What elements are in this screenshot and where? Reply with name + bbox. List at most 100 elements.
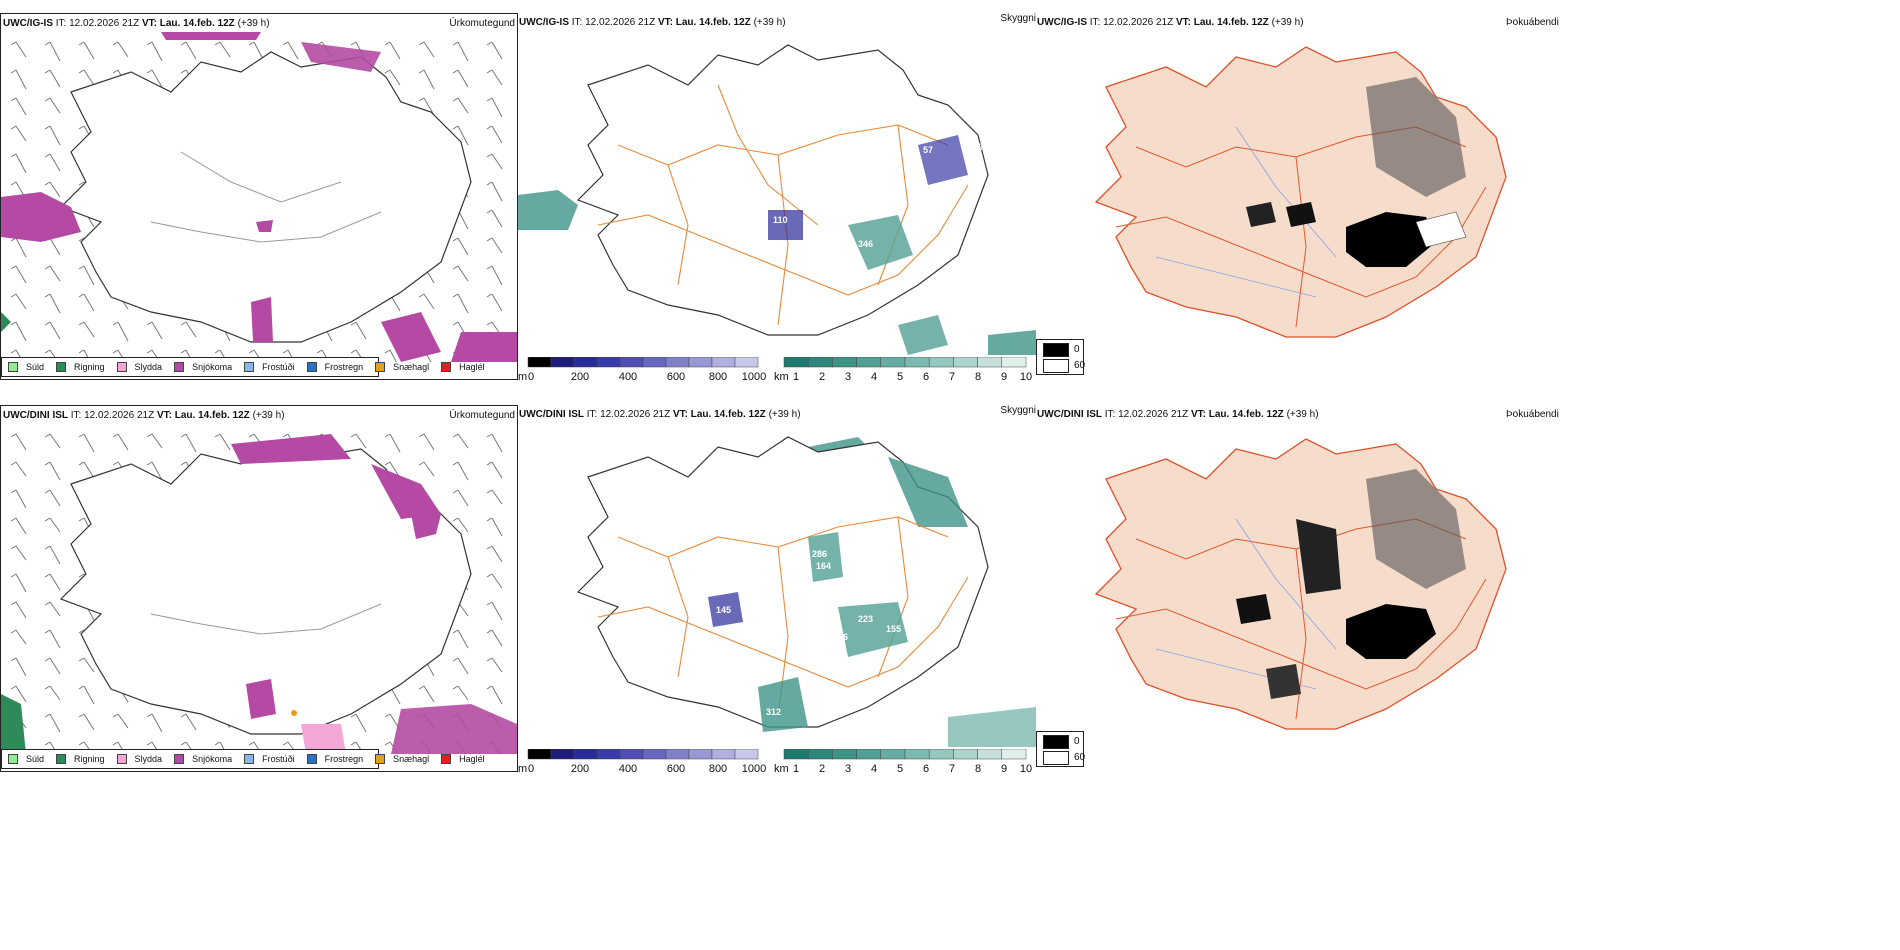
legend-swatch [375, 754, 386, 764]
wind-barb [452, 489, 469, 507]
colorbar-tick: 400 [618, 371, 638, 380]
panel-header: UWC/IG-IS IT: 12.02.2026 21Z VT: Lau. 14… [519, 17, 786, 28]
wind-barb [486, 181, 503, 202]
visibility-colorbar: km 1 2 3 4 5 6 7 8 9 10 [774, 749, 1036, 772]
wind-barb [384, 349, 397, 362]
wind-barb [10, 629, 27, 645]
wind-barb [452, 685, 469, 701]
wind-barb [486, 153, 503, 170]
roads [597, 516, 969, 718]
wind-barb [486, 69, 503, 86]
wind-barb [452, 629, 469, 649]
fog-legend-label: 60 [1074, 360, 1086, 371]
colorbar-segment [856, 357, 882, 368]
visibility-unit: km [774, 763, 789, 772]
wind-barb [10, 545, 27, 561]
legend-item: Haglél [441, 754, 485, 764]
panel-title: Úrkomutegund [449, 410, 515, 421]
colorbar-tick: 7 [948, 371, 956, 380]
colorbar-segment [928, 357, 954, 368]
legend-item: Súld [8, 754, 44, 764]
wind-barb [452, 237, 469, 256]
legend-item: Frostregn [306, 362, 363, 372]
wind-barb [44, 69, 61, 88]
colorbar-segment [550, 749, 575, 760]
legend-swatch [244, 362, 255, 372]
wind-barb [452, 433, 469, 449]
wind-barb [44, 181, 61, 198]
colorbar-tick: 5 [896, 763, 904, 772]
colorbar-segment [734, 749, 759, 760]
ceiling-visibility-panel-top: UWC/IG-IS IT: 12.02.2026 21Z VT: Lau. 14… [518, 13, 1036, 380]
wind-barb [350, 433, 367, 449]
wind-barb [418, 41, 435, 58]
legend-swatch [174, 362, 185, 372]
legend-item: Snæhagl [375, 754, 429, 764]
panel-header: UWC/DINI ISL IT: 12.02.2026 21Z VT: Lau.… [519, 409, 801, 420]
wind-barb [486, 657, 503, 673]
panel-title: Skyggni [1000, 13, 1036, 24]
wind-barb [146, 69, 163, 88]
colorbar-tick: 200 [570, 763, 590, 772]
colorbar-segment [807, 357, 833, 368]
wind-barb [486, 489, 503, 505]
iceland-fog-map [1094, 46, 1507, 338]
ceiling-label: 155 [886, 624, 901, 634]
wind-barb [44, 685, 61, 701]
wind-barb [78, 321, 95, 338]
legend-swatch [174, 754, 185, 764]
wind-barb [44, 433, 61, 449]
fog-legend-label: 0 [1074, 344, 1080, 355]
wind-barb [78, 433, 95, 453]
colorbar-tick: 4 [870, 763, 878, 772]
panel-header: UWC/DINI ISL IT: 12.02.2026 21Z VT: Lau.… [1037, 409, 1319, 420]
fog-swatch-white [1043, 751, 1069, 765]
wind-barb [112, 433, 129, 451]
wind-barb [146, 321, 163, 340]
wind-barb [486, 97, 503, 118]
colorbar-segment [642, 357, 667, 368]
colorbar-tick: 0 [527, 371, 535, 380]
ceiling-label: 45 [873, 102, 883, 112]
wind-barb [452, 265, 469, 282]
wind-barb [44, 125, 61, 146]
wind-barb [10, 41, 27, 58]
ceiling-label: 164 [816, 561, 831, 571]
ceiling-label: 145 [716, 605, 731, 615]
colorbar-tick: 800 [708, 763, 728, 772]
colorbar-segment [573, 357, 598, 368]
visibility-colorbar-bar [783, 357, 1027, 368]
wind-barb [452, 657, 469, 675]
colorbar-segment [1001, 357, 1027, 368]
ceiling-label: 336 [833, 632, 848, 642]
panel-title: Þokuábendi [1506, 17, 1559, 28]
fog-swatch-white [1043, 359, 1069, 373]
legend-swatch [441, 362, 452, 372]
panel-header: UWC/IG-IS IT: 12.02.2026 21Z VT: Lau. 14… [3, 18, 270, 29]
fog-index-panel-top: UWC/IG-IS IT: 12.02.2026 21Z VT: Lau. 14… [1036, 13, 1900, 380]
wind-barb [486, 41, 503, 60]
wind-barb [418, 69, 435, 90]
iceland-outline [59, 51, 472, 343]
colorbar-tick: 200 [570, 371, 590, 380]
wind-barb [180, 433, 197, 453]
colorbar-segment [783, 749, 809, 760]
wind-barb [10, 517, 27, 535]
fog-legend: 0 60 [1036, 339, 1086, 375]
colorbar-segment [527, 749, 552, 760]
wind-barb [10, 69, 27, 90]
panel-title: Skyggni [1000, 405, 1036, 416]
wind-barb [146, 433, 163, 449]
legend-item: Slydda [116, 754, 162, 764]
colorbar-segment [783, 357, 809, 368]
legend-item: Snjókoma [174, 754, 232, 764]
colorbar-tick: 3 [844, 371, 852, 380]
legend-swatch [306, 754, 317, 764]
panel-title: Úrkomutegund [449, 18, 515, 29]
legend-item: Frostúði [244, 362, 295, 372]
ceiling-colorbar-bar [527, 357, 759, 368]
wind-barb [452, 41, 469, 62]
colorbar-segment [642, 749, 667, 760]
wind-barb [44, 293, 61, 314]
wind-barb [214, 41, 231, 58]
